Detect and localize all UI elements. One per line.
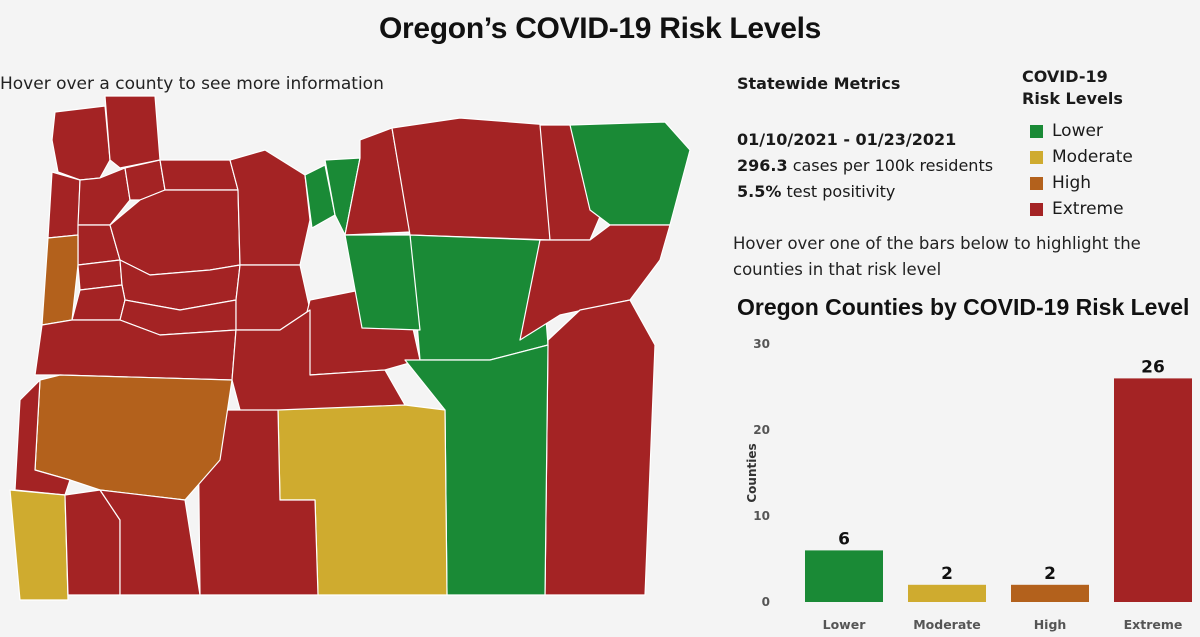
y-tick-label: 0 xyxy=(762,595,770,609)
bar-lower[interactable] xyxy=(805,550,883,602)
y-axis-label: Counties xyxy=(745,443,759,502)
legend-swatch xyxy=(1030,202,1043,216)
x-tick-label: Moderate xyxy=(913,617,981,632)
county-grant[interactable] xyxy=(409,234,549,361)
x-tick-label: Lower xyxy=(823,617,867,632)
county-tillamook[interactable] xyxy=(47,171,81,239)
legend-swatch xyxy=(1030,150,1043,164)
page-title: Oregon’s COVID-19 Risk Levels xyxy=(378,12,822,45)
bars-instruction: Hover over one of the bars below to high… xyxy=(733,234,1141,279)
y-tick-label: 30 xyxy=(753,337,770,351)
county-jackson[interactable] xyxy=(99,489,201,596)
legend-item-high[interactable]: High xyxy=(1022,170,1133,196)
statewide-metrics: Statewide Metrics 01/10/2021 - 01/23/202… xyxy=(737,74,993,205)
bar-extreme[interactable] xyxy=(1114,378,1192,602)
risk-level-bar-chart: 0 10 20 30 Counties 6 Lower 2 Moderate 2 High 26 Ext… xyxy=(745,337,1192,632)
metrics-positivity: 5.5% test positivity xyxy=(737,182,896,201)
legend-swatch xyxy=(1030,124,1043,138)
metrics-cases: 296.3 cases per 100k residents xyxy=(737,156,994,175)
bar-value-label: 6 xyxy=(838,529,850,549)
bar-moderate[interactable] xyxy=(908,584,986,602)
x-tick-label: High xyxy=(1034,617,1067,632)
legend-item-lower[interactable]: Lower xyxy=(1022,118,1133,144)
county-malheur[interactable] xyxy=(544,299,656,596)
bar-high[interactable] xyxy=(1011,584,1089,602)
y-tick-label: 10 xyxy=(753,509,770,523)
y-tick-label: 20 xyxy=(753,423,770,437)
county-lincoln[interactable] xyxy=(41,234,79,326)
county-union[interactable] xyxy=(539,124,606,241)
legend-item-moderate[interactable]: Moderate xyxy=(1022,144,1133,170)
x-tick-label: Extreme xyxy=(1124,617,1183,632)
county-umatilla[interactable] xyxy=(391,117,551,241)
chart-title: Oregon Counties by COVID-19 Risk Level xyxy=(737,294,1190,320)
map-instruction: Hover over a county to see more informat… xyxy=(0,74,384,94)
legend-item-extreme[interactable]: Extreme xyxy=(1022,196,1133,222)
county-hood-river[interactable] xyxy=(159,159,239,191)
bar-value-label: 2 xyxy=(941,564,953,584)
metrics-date-range: 01/10/2021 - 01/23/2021 xyxy=(737,130,957,149)
county-clackamas[interactable] xyxy=(109,189,241,276)
county-benton[interactable] xyxy=(71,284,126,321)
legend-swatch xyxy=(1030,176,1043,190)
legend-title: COVID-19 Risk Levels xyxy=(1022,67,1123,108)
county-wheeler[interactable] xyxy=(344,234,421,331)
risk-level-legend: COVID-19 Risk Levels Lower Moderate High… xyxy=(1022,66,1133,222)
county-columbia[interactable] xyxy=(104,95,161,169)
bar-value-label: 2 xyxy=(1044,564,1056,584)
county-clatsop[interactable] xyxy=(51,105,111,181)
county-morrow[interactable] xyxy=(344,127,411,236)
oregon-county-map[interactable] xyxy=(0,90,700,610)
bar-value-label: 26 xyxy=(1141,357,1165,377)
county-deschutes[interactable] xyxy=(231,309,406,413)
county-wasco[interactable] xyxy=(229,149,311,266)
metrics-heading: Statewide Metrics xyxy=(737,74,901,93)
county-baker[interactable] xyxy=(519,224,671,341)
county-curry[interactable] xyxy=(9,489,69,601)
